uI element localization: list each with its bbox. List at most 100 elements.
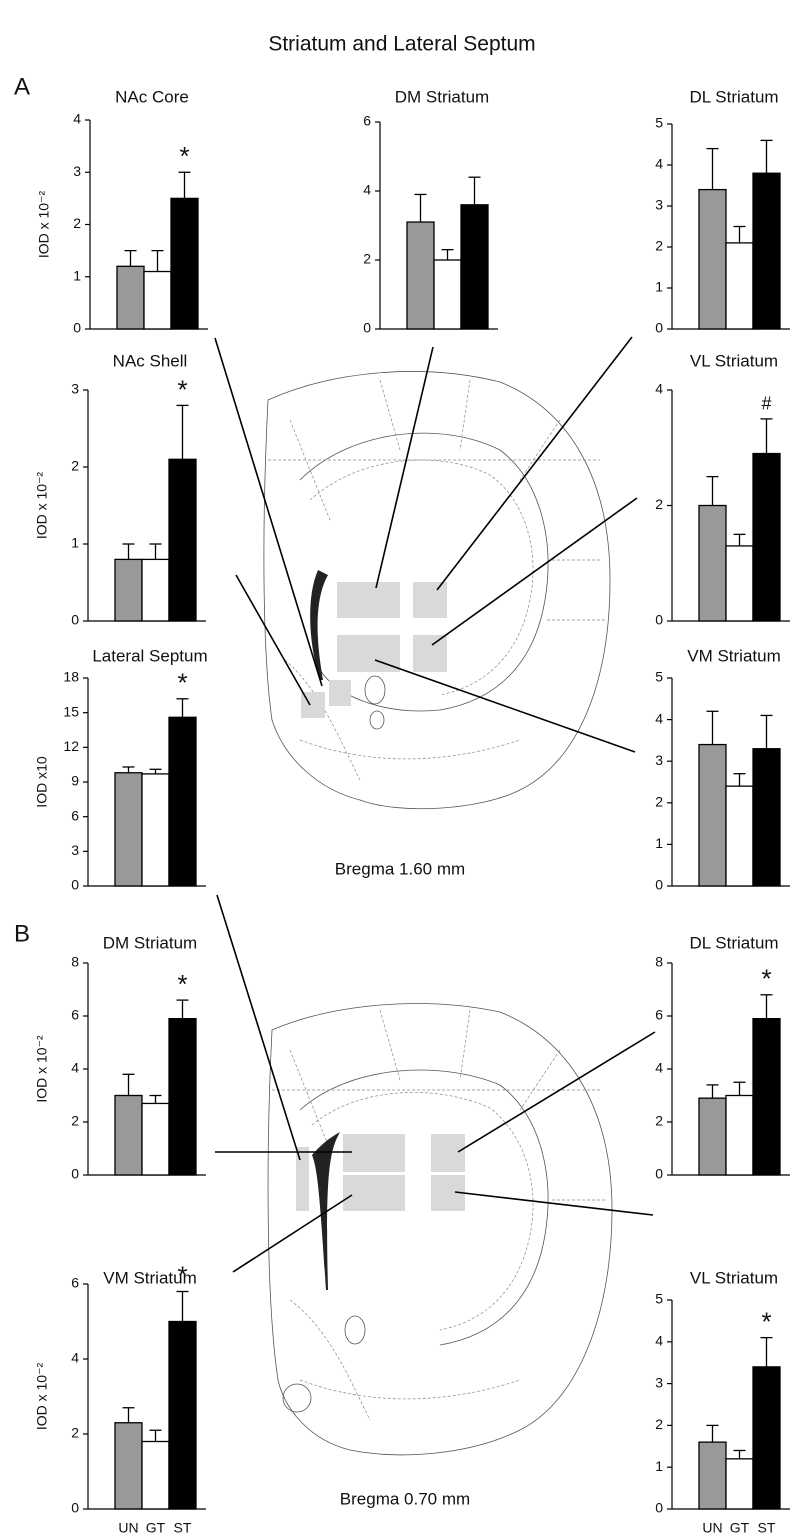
bar <box>168 1018 197 1176</box>
x-tick-label: UN <box>702 1520 722 1536</box>
error-bar <box>122 766 135 773</box>
bar <box>698 1441 727 1510</box>
brain-section-b <box>267 1003 613 1456</box>
y-tick-label: 2 <box>655 238 663 254</box>
y-tick-label: 4 <box>71 1350 79 1366</box>
y-tick-label: 2 <box>71 1425 79 1441</box>
bar-chart: NAc Core IOD x 10⁻² 0 1 2 3 4 * <box>36 87 208 336</box>
y-tick-label: 4 <box>655 1060 663 1076</box>
significance-marker: * <box>179 141 189 171</box>
bar-chart: VL Striatum 0 1 2 3 4 5 UN GT * ST <box>655 1268 790 1536</box>
x-tick-label: UN <box>118 1520 138 1536</box>
y-axis-label: IOD x 10⁻² <box>34 1035 50 1103</box>
y-tick-label: 2 <box>655 1416 663 1432</box>
y-tick-label: 0 <box>655 1500 663 1516</box>
bar <box>752 172 781 330</box>
error-bar <box>468 176 481 205</box>
error-bar <box>760 418 773 454</box>
bar <box>698 1097 727 1176</box>
chart-title: NAc Shell <box>113 351 188 370</box>
bar-chart: DL Striatum 0 2 4 6 8 * <box>655 933 790 1182</box>
error-bar <box>122 1073 135 1096</box>
y-tick-label: 4 <box>655 710 663 726</box>
y-axis-label: IOD x 10⁻² <box>34 472 50 540</box>
brain-section-a <box>263 371 611 810</box>
y-tick-label: 8 <box>655 954 663 970</box>
bar <box>433 259 462 330</box>
y-tick-label: 0 <box>71 1500 79 1516</box>
bar <box>141 1102 170 1176</box>
bar <box>168 458 197 622</box>
chart-title: VM Striatum <box>103 1268 197 1287</box>
error-bar <box>706 1424 719 1443</box>
error-bar <box>176 999 189 1019</box>
bar <box>460 204 489 330</box>
error-bar <box>706 710 719 745</box>
bar <box>114 558 143 622</box>
y-tick-label: 0 <box>71 612 79 628</box>
significance-marker: * <box>177 374 187 404</box>
bar <box>725 545 754 622</box>
chart-title: DM Striatum <box>103 933 197 952</box>
chart-title: DL Striatum <box>689 933 778 952</box>
error-bar <box>706 147 719 190</box>
chart-title: DL Striatum <box>689 87 778 106</box>
bar <box>141 558 170 622</box>
y-axis-label: IOD x10 <box>34 756 50 808</box>
y-tick-label: 6 <box>655 1007 663 1023</box>
y-tick-label: 2 <box>73 215 81 231</box>
y-tick-label: 15 <box>63 703 79 719</box>
error-bar <box>149 1094 162 1104</box>
bar <box>698 743 727 887</box>
panel-label: B <box>14 920 30 947</box>
error-bar <box>149 1429 162 1442</box>
bar-chart: VM Striatum 0 1 2 3 4 5 <box>655 646 790 893</box>
chart-title: VM Striatum <box>687 646 781 665</box>
y-tick-label: 3 <box>73 163 81 179</box>
error-bar <box>733 1449 746 1459</box>
chart-title: VL Striatum <box>690 351 778 370</box>
y-tick-label: 3 <box>655 1374 663 1390</box>
y-tick-label: 4 <box>655 381 663 397</box>
bar <box>725 785 754 887</box>
bar <box>752 748 781 887</box>
y-tick-label: 0 <box>655 1166 663 1182</box>
y-tick-label: 2 <box>655 794 663 810</box>
bar <box>116 265 145 330</box>
y-tick-label: 2 <box>655 496 663 512</box>
y-tick-label: 0 <box>71 877 79 893</box>
y-tick-label: 3 <box>71 381 79 397</box>
error-bar <box>733 533 746 546</box>
chart-title: VL Striatum <box>690 1268 778 1287</box>
connector-lines <box>214 336 656 1273</box>
error-bar <box>733 1081 746 1096</box>
y-axis-label: IOD x 10⁻² <box>34 1363 50 1431</box>
error-bar <box>149 768 162 774</box>
error-bar <box>176 404 189 460</box>
bar-chart: DM Striatum IOD x 10⁻² 0 2 4 6 8 * <box>34 933 206 1182</box>
significance-marker: # <box>761 394 771 414</box>
bar-chart: Lateral Septum IOD x10 0 3 6 9 12 15 18 * <box>34 646 208 892</box>
bar-chart: VL Striatum 0 2 4 # <box>655 351 790 628</box>
y-tick-label: 0 <box>655 320 663 336</box>
error-bar <box>760 714 773 749</box>
y-tick-label: 1 <box>655 835 663 851</box>
error-bar <box>760 994 773 1019</box>
error-bar <box>706 475 719 506</box>
bar <box>698 188 727 330</box>
error-bar <box>178 171 191 199</box>
error-bar <box>414 193 427 223</box>
bar <box>141 1440 170 1510</box>
y-tick-label: 3 <box>71 842 79 858</box>
chart-title: Lateral Septum <box>92 646 207 665</box>
section-label: Bregma 0.70 mm <box>340 1489 470 1508</box>
y-tick-label: 2 <box>71 1113 79 1129</box>
bar <box>698 504 727 622</box>
panel-label: A <box>14 73 30 100</box>
y-tick-label: 4 <box>655 1333 663 1349</box>
y-tick-label: 1 <box>655 1458 663 1474</box>
bar <box>725 242 754 330</box>
bar <box>168 716 197 887</box>
y-tick-label: 4 <box>655 156 663 172</box>
y-tick-label: 2 <box>655 1113 663 1129</box>
